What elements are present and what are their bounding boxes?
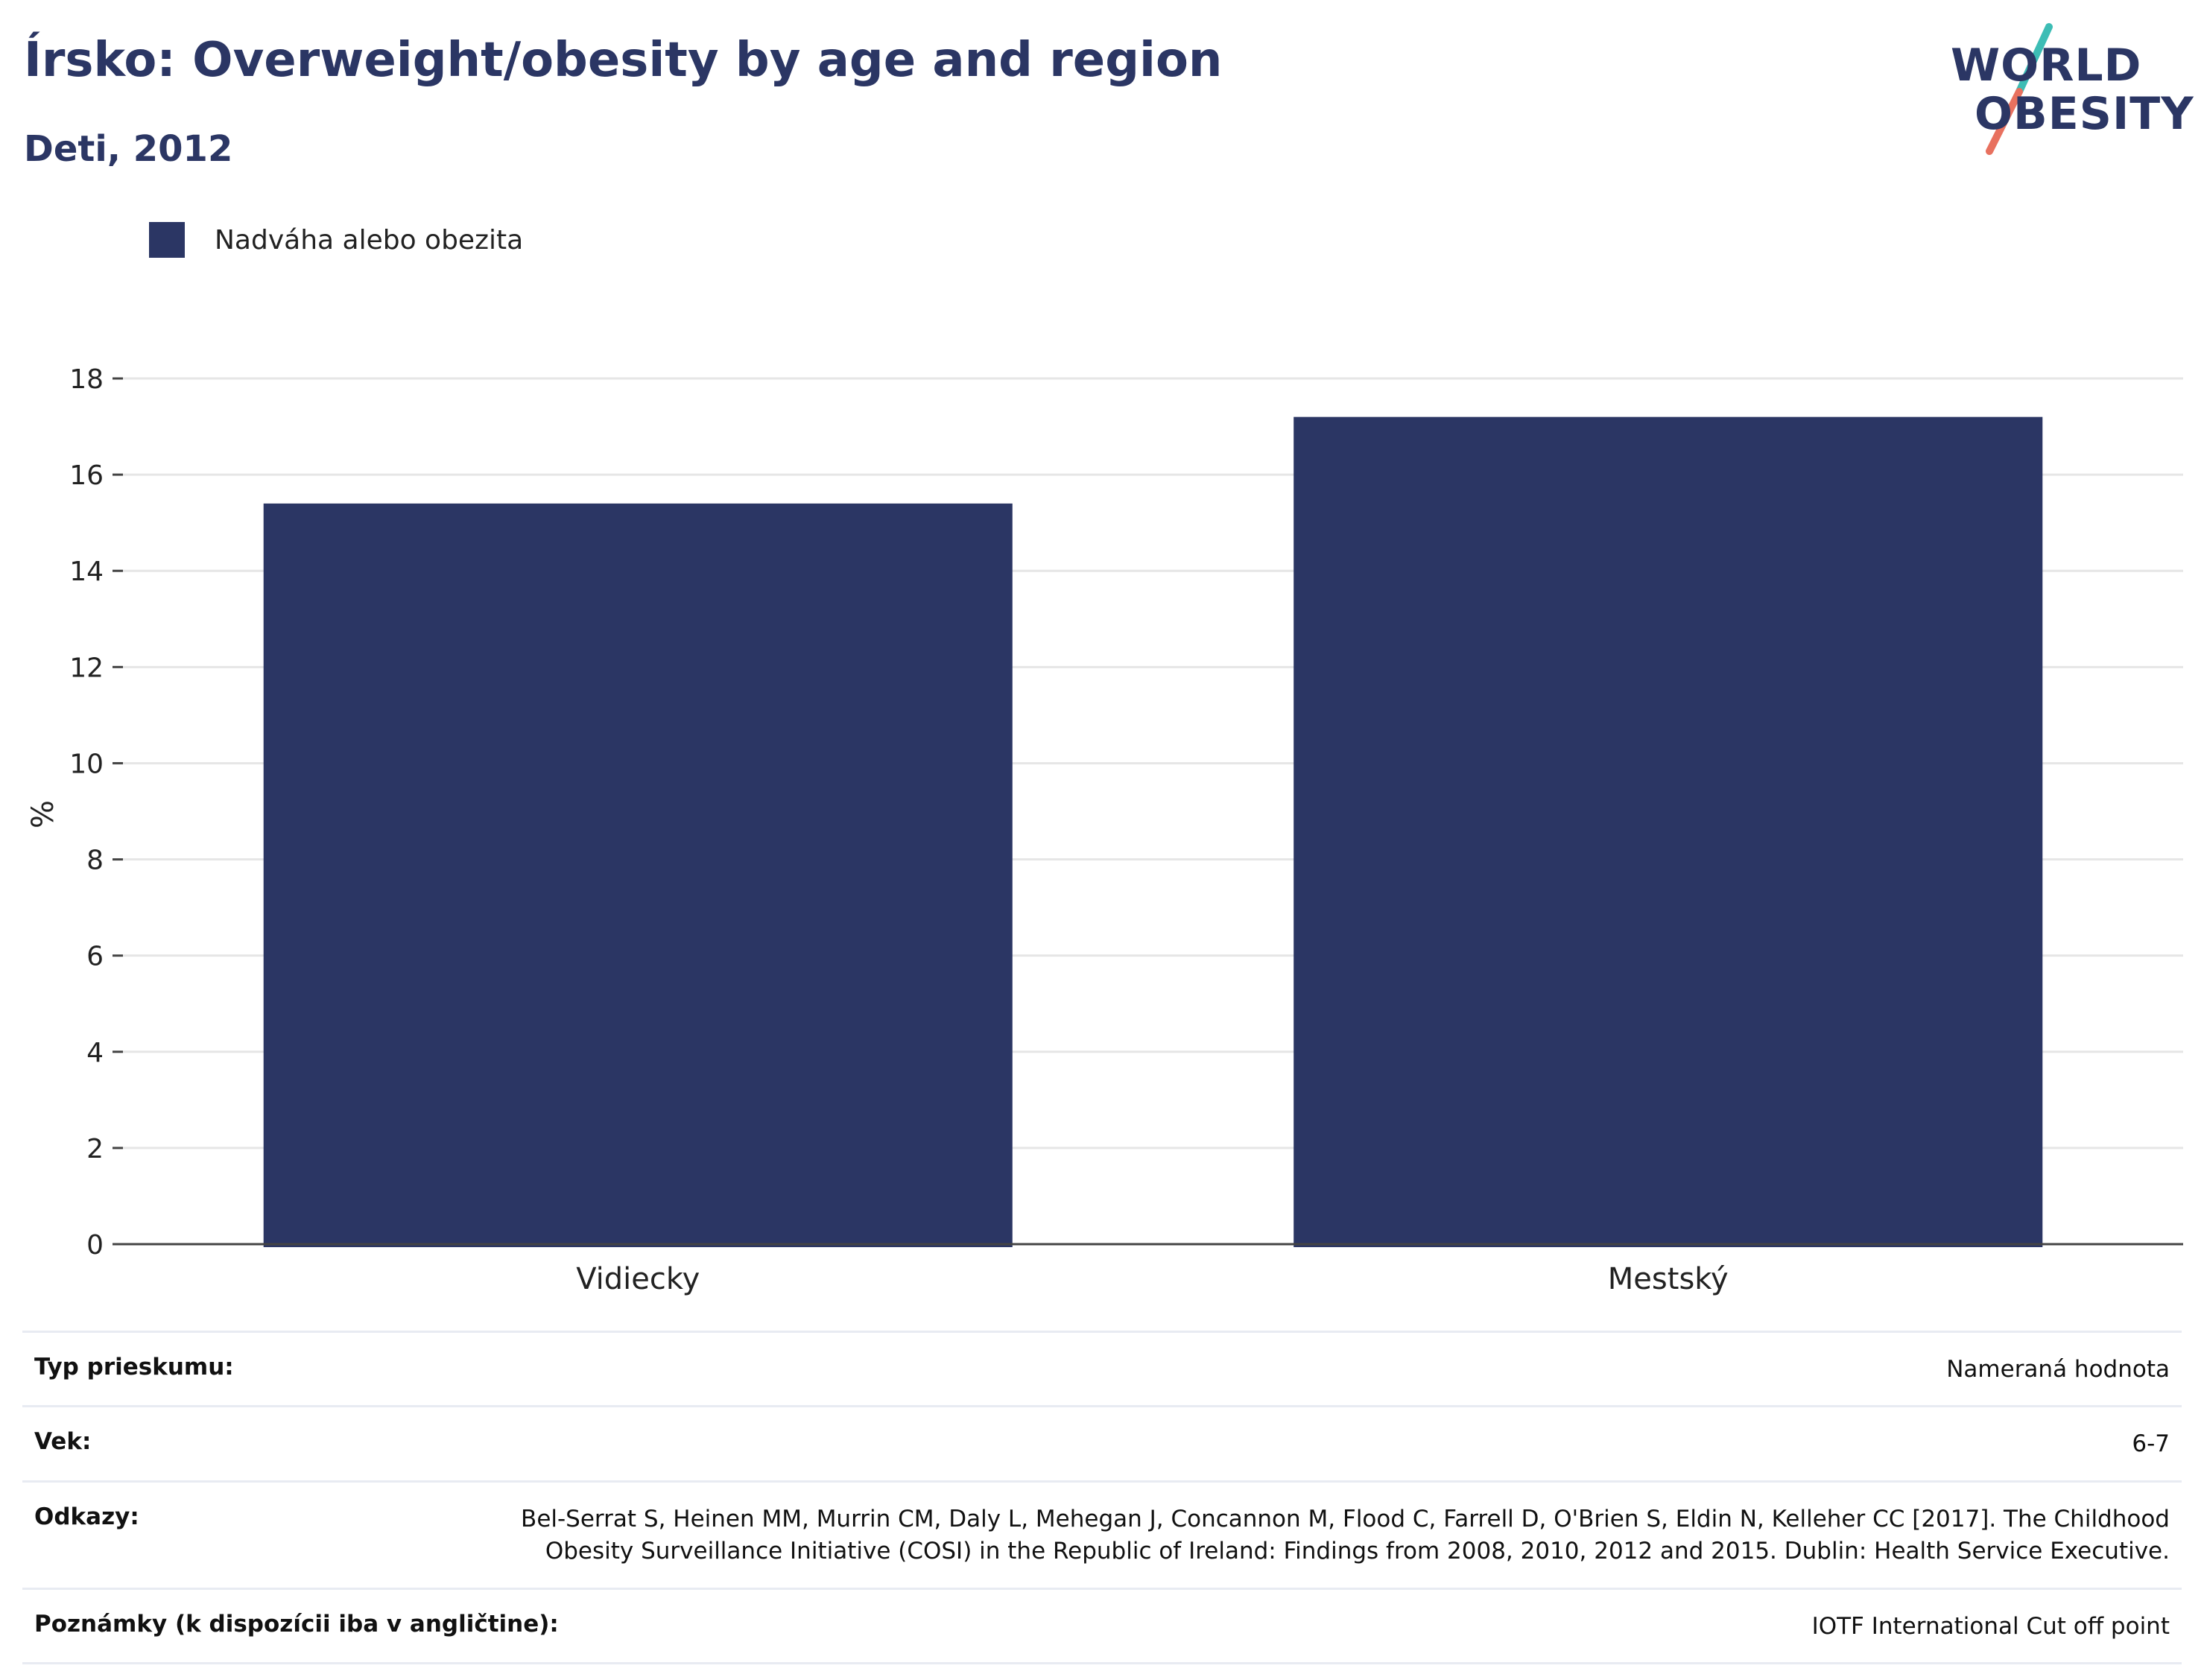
- legend-label: Nadváha alebo obezita: [215, 224, 524, 256]
- y-tick-label: 16: [69, 460, 104, 491]
- y-tick-label: 0: [86, 1230, 104, 1261]
- info-row-references: Odkazy: Bel-Serrat S, Heinen MM, Murrin …: [22, 1480, 2182, 1588]
- bar-chart: 0 2 4 6 8 10 12 14 16 18 Vidiecky Mestský: [69, 364, 2183, 1296]
- y-tick-label: 18: [69, 364, 104, 395]
- bar-rural: [263, 503, 1013, 1247]
- x-tick-label: Vidiecky: [576, 1262, 700, 1296]
- info-row-notes: Poznámky (k dispozícii iba v angličtine)…: [22, 1587, 2182, 1664]
- y-tick-label: 4: [86, 1038, 104, 1068]
- info-label: Typ prieskumu:: [34, 1354, 234, 1381]
- info-label: Vek:: [34, 1428, 92, 1456]
- world-obesity-logo: WORLD OBESITY: [1945, 21, 2194, 155]
- info-row-age: Vek: 6-7: [22, 1405, 2182, 1480]
- y-tick-label: 14: [69, 557, 104, 587]
- logo-text-obesity: OBESITY: [1975, 88, 2194, 140]
- logo-text-world: WORLD: [1951, 39, 2142, 92]
- info-table: Typ prieskumu: Nameraná hodnota Vek: 6-7…: [22, 1331, 2182, 1664]
- chart-subtitle: Deti, 2012: [24, 128, 233, 170]
- y-tick-label: 6: [86, 942, 104, 972]
- info-label: Odkazy:: [34, 1503, 139, 1530]
- info-value: Nameraná hodnota: [1946, 1356, 2170, 1383]
- logo-slash-icon: [1986, 23, 2053, 155]
- chart-title: Írsko: Overweight/obesity by age and reg…: [24, 33, 1223, 88]
- y-tick-label: 10: [69, 749, 104, 779]
- legend: Nadváha alebo obezita: [149, 222, 523, 258]
- info-row-survey-type: Typ prieskumu: Nameraná hodnota: [22, 1331, 2182, 1405]
- x-tick-label: Mestský: [1608, 1262, 1729, 1296]
- info-label: Poznámky (k dispozícii iba v angličtine)…: [34, 1610, 559, 1638]
- info-value: IOTF International Cut off point: [1811, 1612, 2170, 1640]
- y-tick-label: 12: [69, 653, 104, 683]
- bar-urban: [1293, 416, 2043, 1247]
- legend-swatch: [149, 222, 185, 258]
- info-value: 6-7: [2132, 1430, 2170, 1458]
- y-tick-label: 8: [86, 846, 104, 876]
- y-tick-label: 2: [86, 1134, 104, 1164]
- info-value: Bel-Serrat S, Heinen MM, Murrin CM, Daly…: [521, 1505, 2170, 1565]
